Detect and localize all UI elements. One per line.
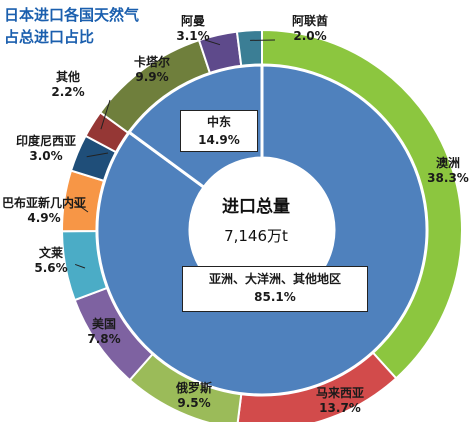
- slice-pct: 38.3%: [427, 171, 469, 185]
- slice-pct: 3.0%: [29, 149, 63, 163]
- leader-line-9: [204, 39, 221, 46]
- chart-title-line-2: 占总进口占比: [4, 28, 95, 46]
- slice-name: 澳洲: [435, 156, 461, 170]
- slice-name: 马来西亚: [315, 386, 365, 400]
- center-title: 进口总量: [222, 197, 290, 217]
- chart-title: 日本进口各国天然气 占总进口占比: [4, 4, 174, 48]
- slice-pct: 9.5%: [177, 396, 211, 410]
- leader-line-5: [73, 201, 89, 213]
- slice-label-papua-new-guinea: 巴布亚新几内亚 4.9%: [2, 196, 86, 226]
- slice-pct: 3.1%: [176, 29, 210, 43]
- leader-line-6: [86, 152, 109, 158]
- slice-name: 卡塔尔: [133, 55, 171, 69]
- slice-label-malaysia: 马来西亚 13.7%: [316, 386, 364, 416]
- center-label: 进口总量 7,146万t: [196, 192, 316, 246]
- asia-oceania-box: 亚洲、大洋洲、其他地区 85.1%: [182, 266, 368, 312]
- slice-label-qatar: 卡塔尔 9.9%: [134, 55, 170, 85]
- slice-pct: 7.8%: [87, 332, 121, 346]
- slice-label-indonesia: 印度尼西亚 3.0%: [16, 134, 76, 164]
- region-name: 中东: [206, 115, 231, 129]
- slice-name: 俄罗斯: [175, 381, 213, 395]
- slice-pct: 2.0%: [293, 29, 327, 43]
- slice-name: 美国: [91, 317, 116, 331]
- slice-label-australia: 澳洲 38.3%: [427, 156, 469, 186]
- slice-pct: 2.2%: [51, 85, 85, 99]
- slice-name: 印度尼西亚: [15, 134, 77, 148]
- slice-name: 巴布亚新几内亚: [1, 196, 87, 210]
- slice-name: 阿曼: [180, 14, 205, 28]
- slice-pct: 5.6%: [34, 261, 68, 275]
- slice-pct: 4.9%: [27, 211, 61, 225]
- leader-line-4: [74, 263, 86, 269]
- slice-pct: 9.9%: [135, 70, 169, 84]
- slice-label-usa: 美国 7.8%: [87, 317, 120, 347]
- slice-label-oman: 阿曼 3.1%: [176, 14, 209, 44]
- slice-label-brunei: 文莱 5.6%: [34, 246, 67, 276]
- middle-east-box: 中东 14.9%: [180, 110, 258, 152]
- slice-name: 文莱: [38, 246, 63, 260]
- leader-line-7: [100, 99, 111, 130]
- center-value: 7,146万t: [224, 227, 288, 245]
- slice-name: 阿联酋: [291, 14, 329, 28]
- region-name: 亚洲、大洋洲、其他地区: [208, 272, 341, 286]
- region-pct: 14.9%: [198, 133, 240, 147]
- slice-label-uae: 阿联酋 2.0%: [292, 14, 328, 44]
- slice-name: 其他: [55, 70, 80, 84]
- slice-label-other: 其他 2.2%: [51, 70, 84, 100]
- slice-pct: 13.7%: [319, 401, 361, 415]
- region-pct: 85.1%: [254, 290, 296, 304]
- slice-label-russia: 俄罗斯 9.5%: [176, 381, 212, 411]
- outer-slice-10: [235, 28, 263, 68]
- chart-title-line-1: 日本进口各国天然气: [4, 6, 140, 24]
